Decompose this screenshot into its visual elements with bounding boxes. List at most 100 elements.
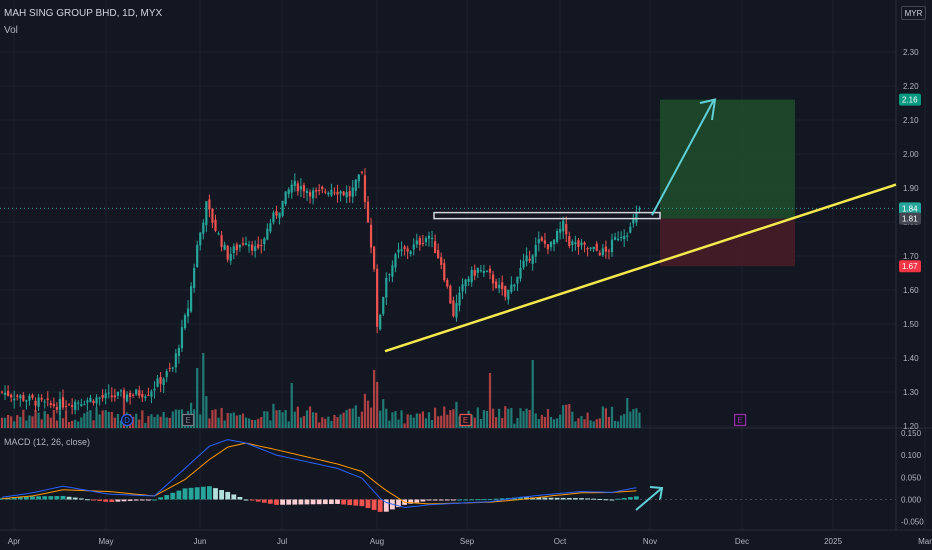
candle-body bbox=[116, 391, 119, 396]
candle-body bbox=[74, 401, 77, 411]
candle-body bbox=[470, 269, 473, 283]
time-tick-label: Mar bbox=[918, 537, 932, 546]
candle-body bbox=[336, 191, 339, 195]
candle-body bbox=[92, 400, 95, 404]
volume-bar bbox=[7, 415, 10, 428]
candle-body bbox=[86, 400, 89, 403]
candle-body bbox=[147, 394, 150, 396]
candle-body bbox=[0, 391, 4, 393]
macd-histogram-bar bbox=[231, 494, 237, 500]
candle-body bbox=[49, 403, 52, 406]
candle-body bbox=[257, 244, 260, 248]
candle-body bbox=[583, 242, 586, 245]
currency-button[interactable]: MYR bbox=[901, 6, 926, 20]
time-tick-label: Nov bbox=[643, 537, 657, 546]
chart-header: MAH SING GROUP BHD, 1D, MYX Vol bbox=[4, 8, 162, 36]
candle-body bbox=[415, 240, 418, 245]
candle-body bbox=[467, 278, 470, 282]
candle-body bbox=[186, 308, 190, 317]
macd-histogram-bar bbox=[91, 499, 96, 501]
volume-bar bbox=[52, 409, 55, 428]
volume-bar bbox=[272, 403, 275, 428]
volume-bar bbox=[238, 414, 241, 428]
candle-body bbox=[19, 395, 22, 399]
macd-histogram-bar bbox=[493, 498, 499, 500]
volume-bar bbox=[479, 419, 482, 428]
candle-body bbox=[495, 281, 498, 289]
volume-bar bbox=[373, 370, 376, 428]
candle-body bbox=[43, 401, 46, 403]
candle-body bbox=[208, 199, 211, 210]
volume-bar bbox=[25, 420, 28, 428]
candle-body bbox=[357, 174, 360, 182]
volume-bar bbox=[74, 419, 77, 428]
candle-body bbox=[281, 200, 284, 216]
candle-body bbox=[10, 394, 13, 398]
candle-body bbox=[577, 240, 580, 247]
symbol-title[interactable]: MAH SING GROUP BHD, 1D, MYX bbox=[4, 8, 163, 19]
candle-body bbox=[190, 286, 193, 312]
candle-body bbox=[586, 248, 589, 250]
candle-body bbox=[238, 245, 241, 248]
volume-bar bbox=[458, 416, 461, 428]
volume-bar bbox=[107, 411, 110, 428]
volume-bar bbox=[476, 407, 479, 428]
volume-bar bbox=[409, 414, 412, 428]
candle-body bbox=[479, 270, 482, 272]
volume-bar bbox=[333, 414, 336, 428]
volume-bar bbox=[162, 411, 165, 428]
macd-histogram-bar bbox=[377, 499, 383, 512]
volume-bar bbox=[360, 411, 363, 428]
candle-body bbox=[638, 208, 641, 210]
volume-bar bbox=[104, 410, 107, 428]
drawings[interactable] bbox=[384, 98, 897, 511]
volume-bar bbox=[98, 414, 101, 428]
volume-bar bbox=[257, 418, 260, 428]
candle-body bbox=[537, 239, 540, 244]
volume-bar bbox=[427, 412, 431, 428]
macd-histogram-bar bbox=[200, 486, 206, 500]
volume-bar bbox=[388, 420, 391, 428]
candle-body bbox=[604, 246, 607, 252]
volume-bar bbox=[598, 418, 601, 428]
volume-bar bbox=[37, 412, 40, 428]
volume-bar bbox=[589, 420, 592, 428]
candle-body bbox=[135, 389, 138, 395]
macd-histogram-bar bbox=[414, 499, 420, 503]
volume-bar bbox=[159, 416, 162, 428]
event-marker-label: E bbox=[737, 416, 742, 425]
volume-bar bbox=[556, 418, 559, 428]
volume-bar bbox=[376, 381, 379, 428]
macd-histogram-bar bbox=[152, 499, 157, 501]
macd-histogram-bar bbox=[322, 499, 328, 505]
macd-histogram-bar bbox=[268, 499, 273, 504]
macd-histogram-bar bbox=[115, 499, 121, 502]
candle-body bbox=[452, 300, 455, 317]
candle-body bbox=[122, 390, 126, 399]
macd-histogram-bar bbox=[255, 499, 261, 502]
candle-body bbox=[632, 219, 635, 224]
candle-body bbox=[202, 222, 205, 234]
candle-body bbox=[241, 243, 245, 245]
candle-body bbox=[177, 347, 180, 356]
volume-bar bbox=[247, 418, 251, 428]
volume-bar bbox=[549, 416, 553, 428]
candle-body bbox=[461, 284, 464, 292]
candle-body bbox=[617, 238, 620, 241]
candle-body bbox=[449, 285, 452, 304]
volume-bar bbox=[251, 419, 254, 428]
volume-bar bbox=[290, 383, 293, 428]
volume-bar bbox=[528, 410, 531, 428]
candle-body bbox=[510, 284, 513, 292]
volume-bar bbox=[299, 417, 302, 428]
volume-bar bbox=[342, 412, 345, 428]
candle-body bbox=[254, 246, 257, 252]
candle-body bbox=[543, 240, 546, 244]
target-zone bbox=[660, 99, 795, 219]
candle-body bbox=[183, 315, 187, 329]
candle-body bbox=[412, 244, 415, 250]
candle-body bbox=[580, 242, 583, 246]
volume-bar bbox=[540, 414, 543, 428]
